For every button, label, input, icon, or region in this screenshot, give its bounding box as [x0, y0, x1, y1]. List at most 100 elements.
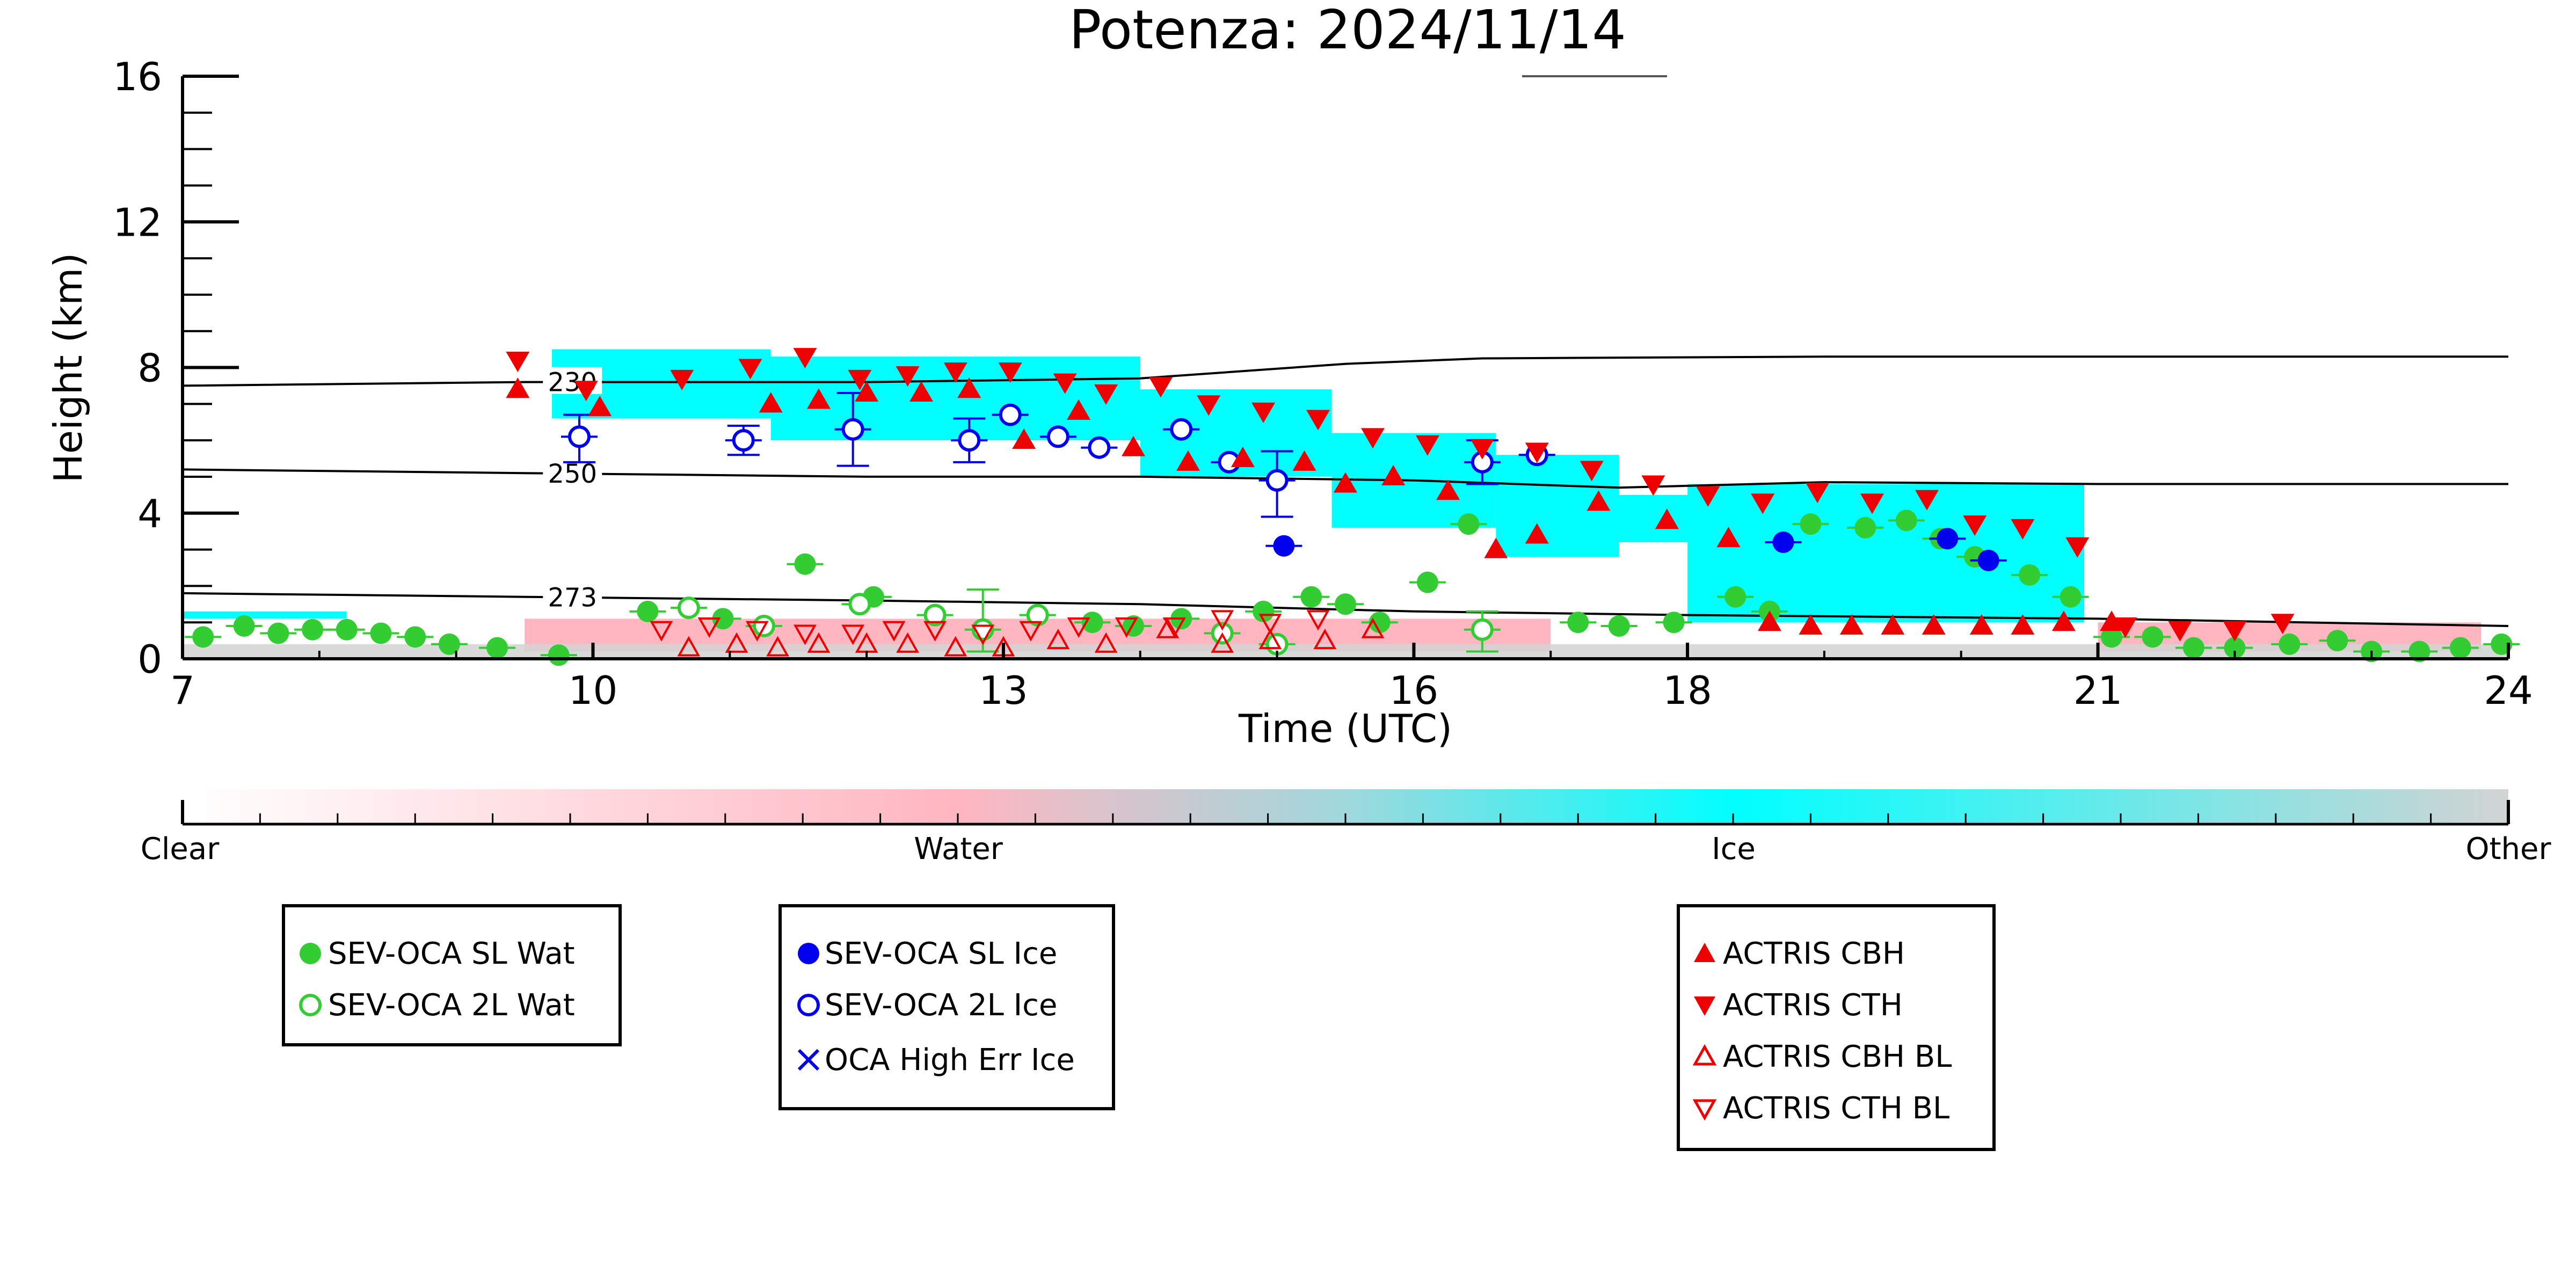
data-point — [882, 621, 906, 642]
data-point — [336, 618, 358, 641]
legend-label: SEV-OCA SL Ice — [825, 936, 1058, 971]
data-point — [670, 369, 694, 390]
data-point — [896, 632, 919, 653]
data-point — [1915, 490, 1939, 511]
chart-title: Potenza: 2024/11/14 — [1069, 0, 1626, 61]
data-point — [486, 637, 508, 659]
data-point — [1313, 629, 1337, 650]
data-point — [841, 418, 864, 441]
data-point — [1525, 442, 1549, 463]
legend-label: SEV-OCA 2L Ice — [825, 987, 1058, 1023]
open-circle-icon — [782, 989, 825, 1021]
data-point — [1757, 610, 1781, 631]
data-point — [1122, 435, 1146, 456]
triangle-down-icon — [1680, 989, 1723, 1021]
colorbar-label-water: Water — [914, 832, 1003, 867]
data-point — [1587, 490, 1611, 511]
data-point — [1655, 508, 1679, 529]
y-tick-label: 12 — [113, 200, 162, 245]
filled-circle-icon — [782, 937, 825, 970]
legend-label: ACTRIS CBH — [1723, 936, 1905, 971]
data-point — [1211, 610, 1234, 631]
cloud-mask-other — [183, 644, 2508, 659]
data-point — [2011, 614, 2035, 635]
y-tick-label: 16 — [113, 54, 162, 99]
data-point — [1854, 516, 1876, 539]
data-point — [1963, 515, 1987, 536]
data-point — [1019, 621, 1043, 642]
data-point — [896, 366, 920, 387]
data-point — [999, 403, 1022, 426]
data-point — [1751, 493, 1775, 514]
data-point — [2101, 626, 2123, 648]
data-point — [1381, 464, 1406, 485]
data-point — [1937, 528, 1959, 550]
data-point — [267, 622, 289, 644]
legend-label: OCA High Err Ice — [825, 1042, 1075, 1078]
data-point — [1046, 425, 1069, 448]
legend-item: SEV-OCA 2L Ice — [782, 987, 1058, 1023]
data-point — [944, 636, 967, 657]
data-point — [1046, 629, 1070, 650]
data-point — [1094, 384, 1118, 405]
data-point — [1306, 610, 1330, 631]
cloud-mask-ice — [1591, 494, 1688, 542]
data-point — [1969, 614, 1993, 635]
data-point — [1273, 535, 1295, 557]
data-point — [923, 621, 947, 642]
data-point — [1772, 532, 1794, 553]
data-point — [1300, 586, 1322, 608]
data-point — [650, 621, 673, 642]
data-point — [2142, 626, 2164, 648]
colorbar-label-ice: Ice — [1712, 832, 1756, 867]
data-point — [1067, 399, 1091, 420]
data-point — [2168, 621, 2192, 642]
data-point — [233, 615, 255, 637]
data-point — [759, 392, 783, 413]
open-triangle-up-icon — [1680, 1040, 1723, 1073]
data-point — [732, 429, 755, 452]
filled-circle-icon — [285, 937, 328, 970]
x-tick-label: 13 — [979, 668, 1028, 713]
data-point — [2223, 621, 2247, 642]
legend-label: SEV-OCA SL Wat — [328, 936, 575, 971]
data-point — [2271, 614, 2295, 635]
y-tick-label: 4 — [137, 491, 162, 536]
contour-line — [183, 355, 2508, 387]
data-point — [2100, 610, 2124, 631]
contour-label-bg — [543, 582, 602, 609]
data-point — [1148, 377, 1173, 398]
data-point — [1067, 617, 1090, 638]
x-cross-icon — [782, 1044, 825, 1076]
colorbar-label-clear: Clear — [141, 832, 220, 867]
series-actris-cth-bl — [650, 610, 1330, 645]
data-point — [738, 359, 762, 380]
data-point — [2011, 519, 2035, 540]
data-point — [1567, 612, 1589, 634]
data-point — [1163, 617, 1186, 638]
legend-label: ACTRIS CTH — [1723, 987, 1903, 1023]
data-point — [1197, 395, 1221, 416]
data-point — [677, 636, 701, 657]
data-point — [807, 632, 831, 653]
data-point — [971, 624, 995, 645]
data-point — [958, 429, 981, 452]
legend-label: ACTRIS CBH BL — [1723, 1039, 1952, 1074]
data-point — [1471, 618, 1494, 641]
data-point — [1292, 450, 1316, 471]
series-sev-oca-2l-ice — [561, 403, 1555, 492]
data-point — [923, 603, 947, 627]
axes — [181, 76, 2508, 660]
data-point — [1663, 612, 1685, 634]
data-point — [2182, 637, 2204, 659]
data-point — [1176, 450, 1200, 471]
legend-item: SEV-OCA SL Ice — [782, 936, 1058, 971]
colorbar-ticks — [181, 800, 2510, 824]
data-point — [567, 425, 591, 448]
contour-label: 273 — [548, 583, 597, 613]
data-point — [677, 596, 700, 620]
data-point — [1716, 527, 1741, 548]
data-point — [794, 624, 817, 645]
data-point — [637, 600, 659, 622]
data-point — [192, 626, 214, 648]
